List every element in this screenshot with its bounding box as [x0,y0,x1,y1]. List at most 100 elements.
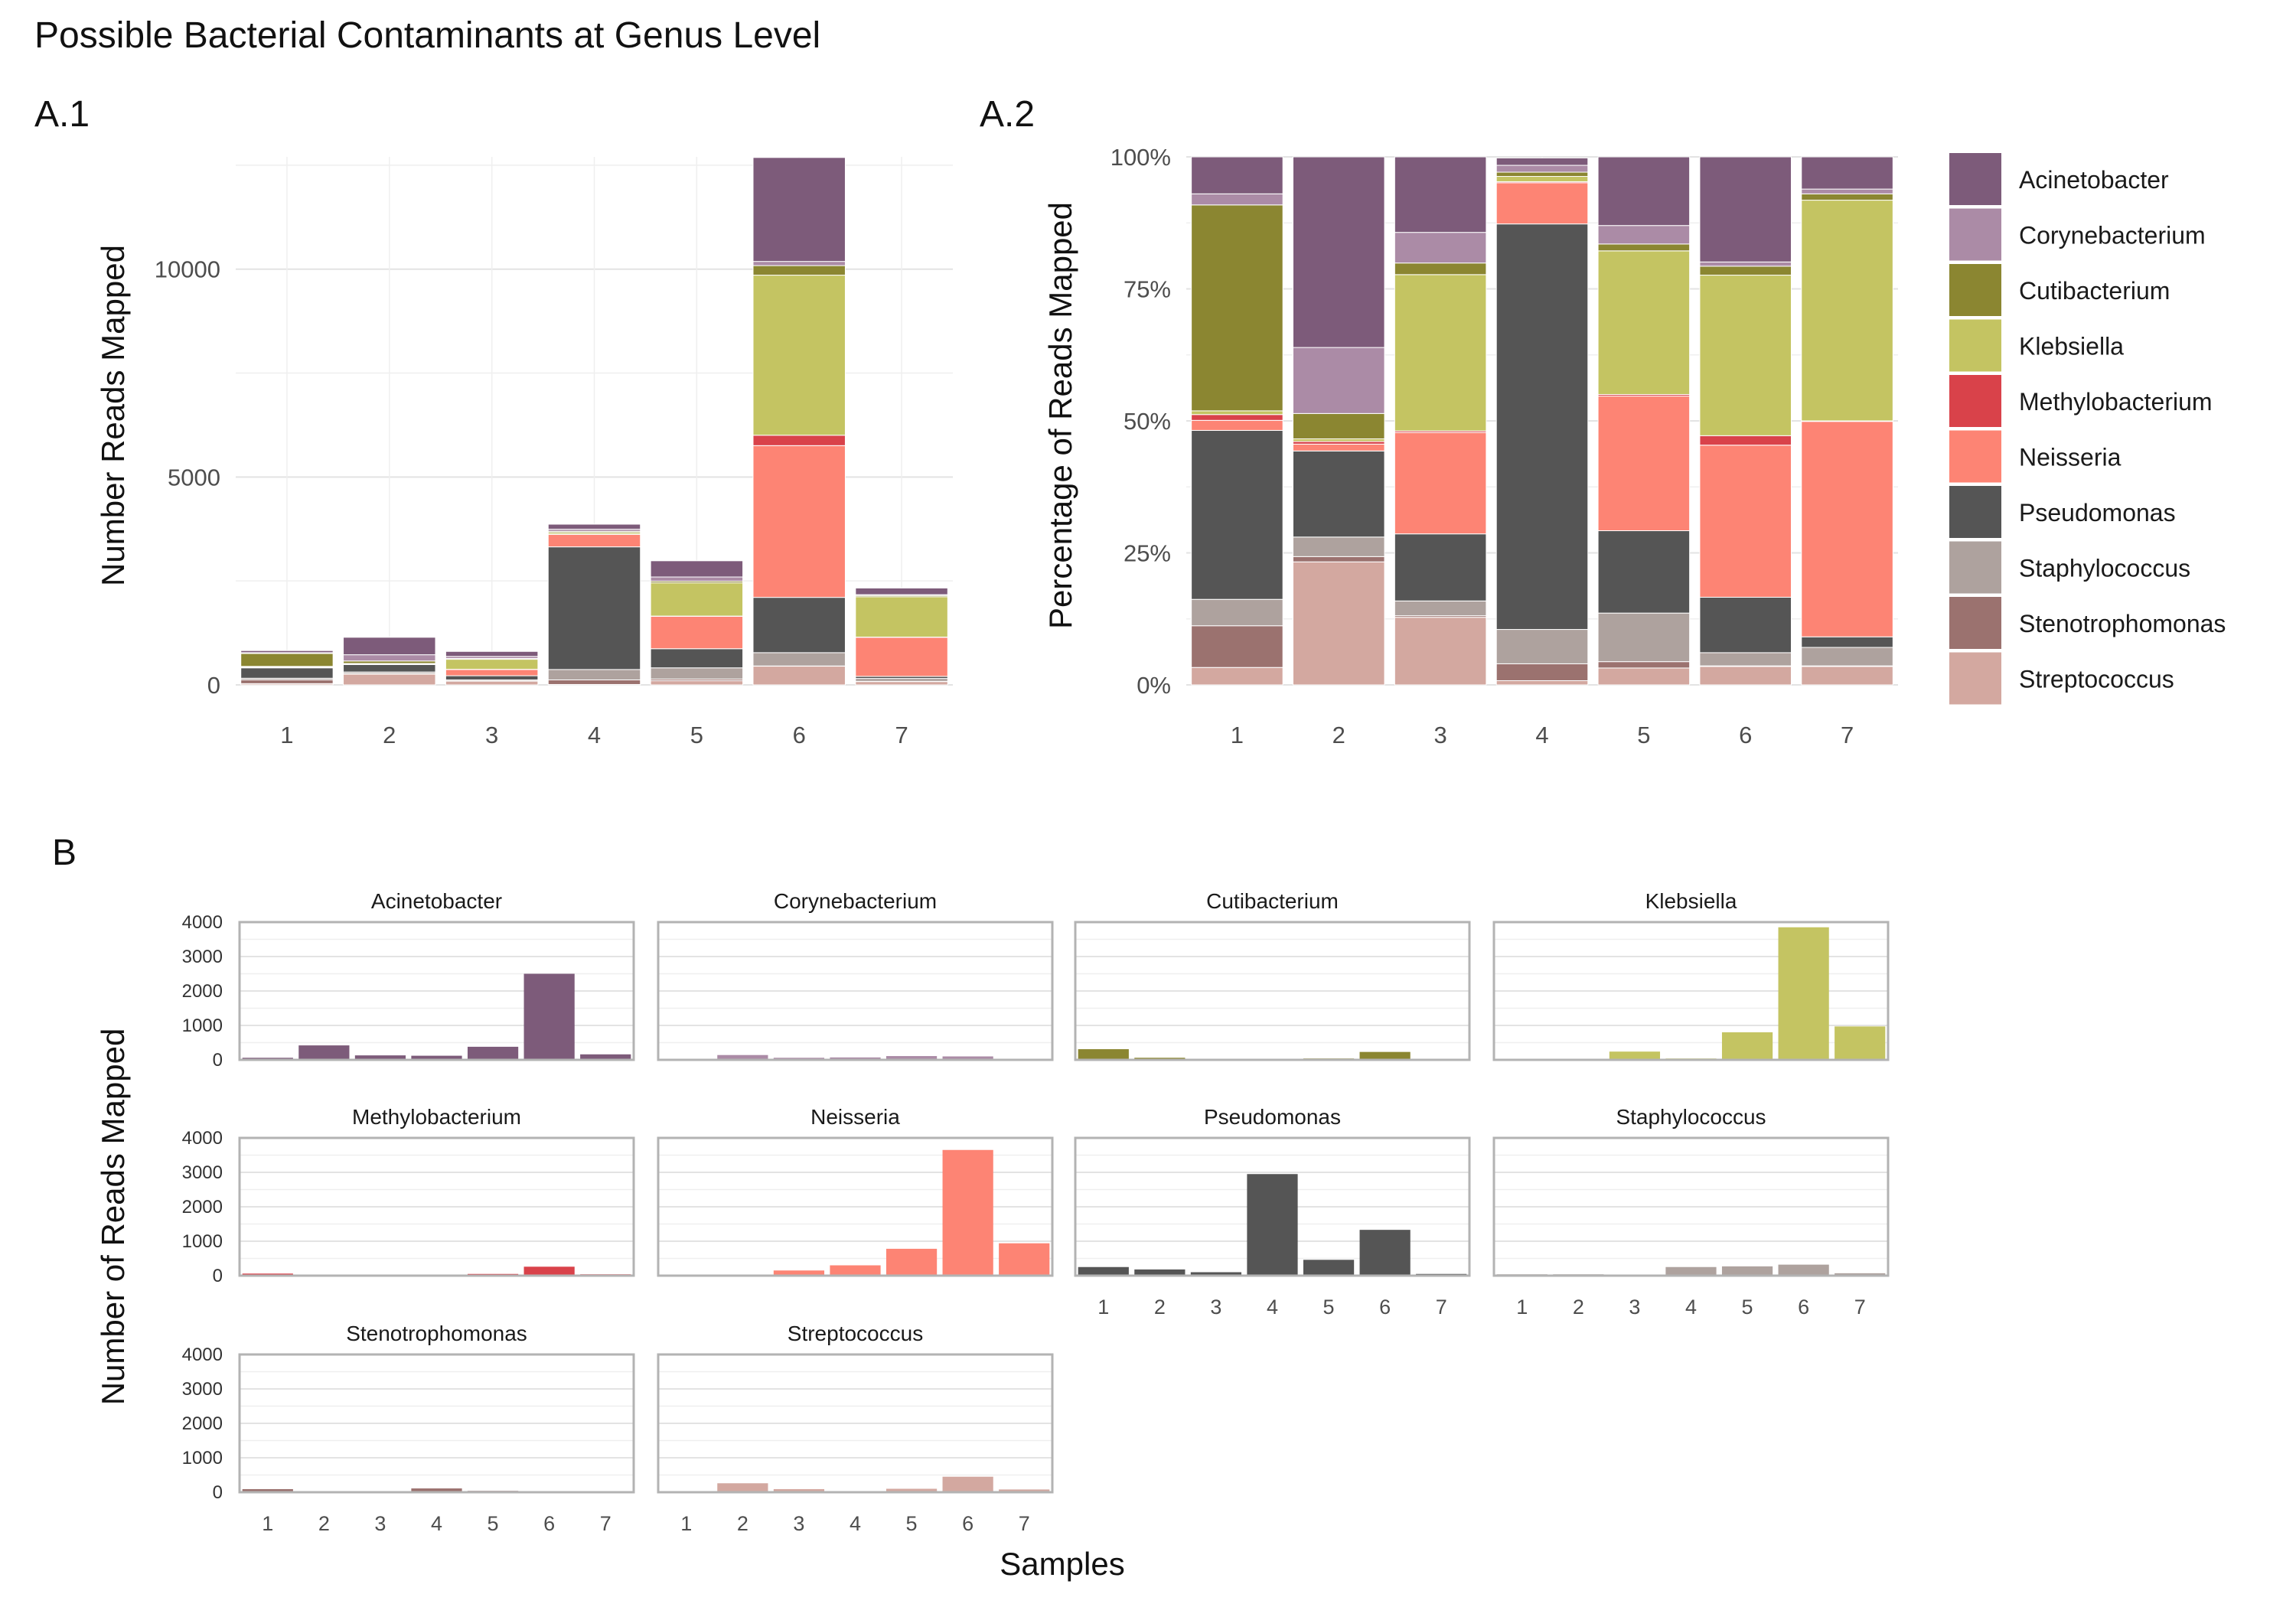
a1-bar-streptococcus-sample-3 [445,680,539,686]
b-x-axis-title: Samples [1000,1546,1124,1582]
a2-bar-streptococcus-sample-4 [1495,680,1589,686]
a1-bar-streptococcus-sample-2 [343,673,436,686]
a2-bar-pseudomonas-sample-6 [1699,596,1792,654]
facet-klebsiella: Klebsiella [1492,889,1890,1061]
a1-bar-acinetobacter-sample-1 [240,650,334,654]
a2-y-tick-label: 75% [1124,276,1171,303]
a1-bar-stenotrophomonas-sample-1 [240,679,334,684]
facet-corynebacterium-bar-sample-4 [830,1057,881,1060]
legend-swatch-cutibacterium [1949,264,2001,316]
a1-y-tick-label: 5000 [168,464,220,491]
facet-title-stenotrophomonas: Stenotrophomonas [346,1322,527,1345]
legend-swatch-methylobacterium [1949,375,2001,427]
facet-x-tick-label: 4 [850,1512,861,1535]
facet-acinetobacter-bar-sample-6 [523,973,575,1060]
facet-pseudomonas-bar-sample-1 [1078,1266,1129,1276]
a2-bar-corynebacterium-sample-6 [1699,261,1792,267]
a1-bar-pseudomonas-sample-4 [547,546,641,670]
a1-bar-staphylococcus-sample-6 [752,652,846,667]
a1-bar-methylobacterium-sample-6 [752,435,846,446]
facet-title-neisseria: Neisseria [810,1105,900,1129]
a2-bar-neisseria-sample-6 [1699,445,1792,598]
a1-x-tick-label: 7 [895,722,908,748]
facet-border [1492,1136,1890,1277]
facet-stenotrophomonas: Stenotrophomonas 1 2 3 4 5 6 7 0 1000 2000 3000 4000 [182,1322,635,1535]
facet-pseudomonas-bar-sample-6 [1359,1230,1411,1276]
facet-methylobacterium-bar-sample-6 [523,1266,575,1276]
a1-bar-pseudomonas-sample-2 [343,663,436,673]
a1-x-tick-label: 2 [383,722,396,748]
a2-bar-staphylococcus-sample-2 [1293,536,1385,557]
facet-klebsiella-bar-sample-5 [1721,1032,1773,1060]
facet-border [1074,921,1471,1061]
facet-y-tick-label: 0 [213,1266,223,1286]
legend-swatch-acinetobacter [1949,153,2001,205]
facet-title-streptococcus: Streptococcus [788,1322,923,1345]
a2-x-tick-label: 2 [1332,722,1345,748]
a2-bar-acinetobacter-sample-7 [1801,156,1893,190]
a1-bar-neisseria-sample-6 [752,445,846,598]
a1-bar-neisseria-sample-4 [547,533,641,548]
legend-swatch-staphylococcus [1949,541,2001,594]
facet-y-tick-label: 4000 [182,912,223,933]
a2-x-tick-label: 3 [1434,722,1447,748]
facet-x-tick-label: 3 [374,1512,386,1535]
facet-border [238,921,635,1061]
facet-border [1492,921,1890,1061]
facet-streptococcus-bar-sample-6 [942,1476,993,1492]
facet-acinetobacter-bar-sample-7 [580,1054,631,1060]
a2-bar-pseudomonas-sample-2 [1293,450,1385,538]
facet-klebsiella-bar-sample-3 [1609,1051,1661,1060]
a2-bar-klebsiella-sample-7 [1801,200,1893,422]
a2-bar-staphylococcus-sample-1 [1191,598,1283,627]
a2-bar-stenotrophomonas-sample-5 [1597,661,1691,669]
facet-y-tick-label: 4000 [182,1128,223,1149]
a2-bar-cutibacterium-sample-3 [1394,262,1487,275]
a1-bar-klebsiella-sample-3 [445,659,539,670]
a1-bar-pseudomonas-sample-6 [752,597,846,654]
facet-x-tick-label: 7 [1436,1296,1447,1319]
a2-bar-cutibacterium-sample-5 [1597,243,1691,252]
a2-bar-neisseria-sample-3 [1394,432,1487,535]
a2-bar-acinetobacter-sample-2 [1293,156,1385,348]
legend-label-pseudomonas: Pseudomonas [2019,499,2176,526]
a2-bar-stenotrophomonas-sample-2 [1293,556,1385,562]
a2-bar-staphylococcus-sample-7 [1801,647,1893,667]
facet-y-tick-label: 0 [213,1482,223,1503]
facet-x-tick-label: 1 [1097,1296,1109,1319]
a1-x-tick-label: 1 [280,722,293,748]
a1-bar-acinetobacter-sample-7 [855,587,948,595]
facet-methylobacterium: Methylobacterium 0 1000 2000 3000 4000 [182,1105,635,1286]
a1-bar-corynebacterium-sample-6 [752,261,846,266]
a2-y-tick-label: 50% [1124,408,1171,435]
facet-x-tick-label: 5 [906,1512,918,1535]
facet-neisseria-bar-sample-5 [885,1248,938,1276]
a1-bar-klebsiella-sample-6 [752,275,846,436]
a2-y-tick-label: 100% [1110,144,1171,171]
facet-border [238,1353,635,1494]
facet-neisseria-bar-sample-4 [830,1265,881,1276]
facet-cutibacterium-bar-sample-6 [1359,1051,1411,1060]
a2-bar-klebsiella-sample-2 [1293,438,1385,442]
facet-pseudomonas-bar-sample-3 [1190,1272,1242,1276]
panel-a2: A.2 Percentage of Reads Mapped 0% 25% 50% 7… [980,94,1898,748]
legend-label-streptococcus: Streptococcus [2019,666,2174,693]
facet-title-acinetobacter: Acinetobacter [371,889,502,913]
a1-bar-klebsiella-sample-5 [650,582,744,617]
facet-x-tick-label: 7 [1854,1296,1866,1319]
facet-pseudomonas-bar-sample-5 [1303,1260,1355,1276]
a1-bar-streptococcus-sample-6 [752,666,846,686]
a2-bar-pseudomonas-sample-1 [1191,429,1283,600]
a2-bar-acinetobacter-sample-3 [1394,156,1487,233]
facet-x-tick-label: 5 [1742,1296,1753,1319]
a1-bar-pseudomonas-sample-5 [650,648,744,669]
facet-x-tick-label: 6 [543,1512,555,1535]
facet-neisseria-bar-sample-3 [773,1270,825,1276]
facet-y-tick-label: 1000 [182,1448,223,1468]
facet-x-tick-label: 5 [488,1512,499,1535]
legend-swatch-stenotrophomonas [1949,597,2001,649]
facet-title-klebsiella: Klebsiella [1645,889,1737,913]
a1-bar-cutibacterium-sample-6 [752,265,846,276]
a2-bar-cutibacterium-sample-1 [1191,204,1283,412]
a2-bar-corynebacterium-sample-4 [1495,165,1589,173]
